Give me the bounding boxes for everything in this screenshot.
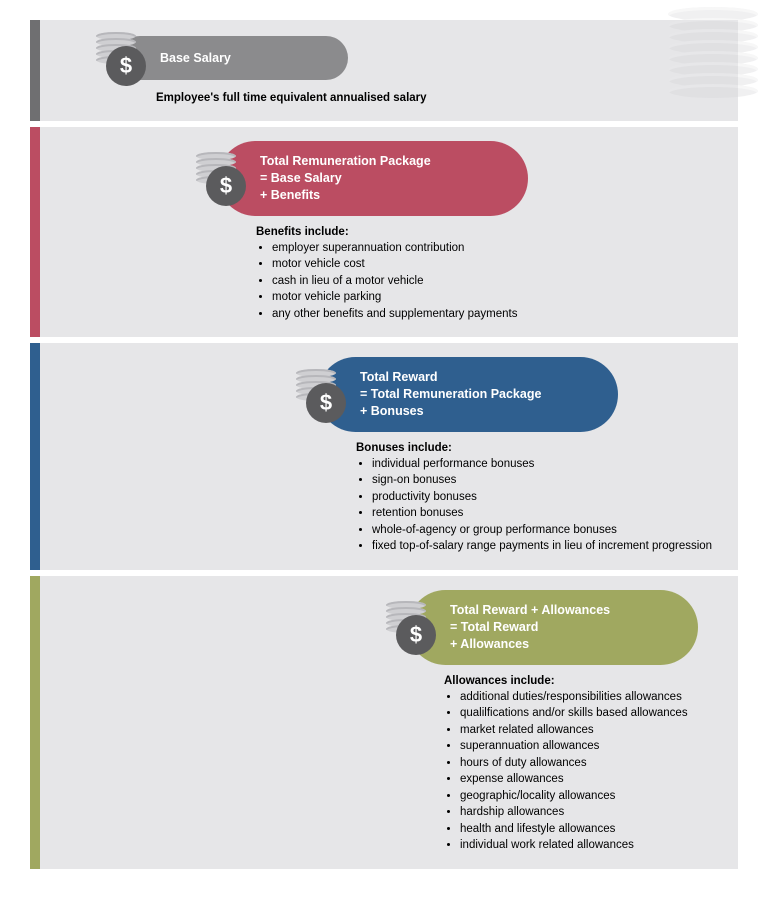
pill-row: $ Base Salary bbox=[56, 34, 722, 82]
description-base-salary: Employee's full time equivalent annualis… bbox=[156, 92, 722, 104]
bullet-item: whole-of-agency or group performance bon… bbox=[372, 523, 722, 539]
description-total-reward: Bonuses include: individual performance b… bbox=[356, 442, 722, 555]
coins-icon: $ bbox=[386, 603, 430, 651]
pill-row: $Total Reward= Total Remuneration Packag… bbox=[56, 357, 722, 432]
bullet-item: hours of duty allowances bbox=[460, 756, 722, 772]
section-total-reward-allowances: $Total Reward + Allowances= Total Reward… bbox=[30, 576, 738, 869]
bullet-item: additional duties/responsibilities allow… bbox=[460, 690, 722, 706]
bullet-item: retention bonuses bbox=[372, 506, 722, 522]
pill-line: = Total Remuneration Package bbox=[360, 386, 590, 403]
pill-total-reward: Total Reward= Total Remuneration Package… bbox=[318, 357, 618, 432]
coins-icon: $ bbox=[296, 371, 340, 419]
bullet-item: expense allowances bbox=[460, 772, 722, 788]
pill-row: $Total Reward + Allowances= Total Reward… bbox=[56, 590, 722, 665]
pill-total-remuneration: Total Remuneration Package= Base Salary+… bbox=[218, 141, 528, 216]
pill-total-reward-allowances: Total Reward + Allowances= Total Reward+… bbox=[408, 590, 698, 665]
pill-line: Base Salary bbox=[160, 50, 320, 67]
coins-icon: $ bbox=[96, 34, 140, 82]
bullet-item: individual performance bonuses bbox=[372, 457, 722, 473]
bullet-item: sign-on bonuses bbox=[372, 473, 722, 489]
bullet-item: health and lifestyle allowances bbox=[460, 822, 722, 838]
pill-line: Total Reward bbox=[360, 369, 590, 386]
pill-row: $Total Remuneration Package= Base Salary… bbox=[56, 141, 722, 216]
section-base-salary: $ Base Salary Employee's full time equival… bbox=[30, 20, 738, 121]
pill-line: = Base Salary bbox=[260, 170, 500, 187]
bullet-item: cash in lieu of a motor vehicle bbox=[272, 274, 722, 290]
pill-line: Total Remuneration Package bbox=[260, 153, 500, 170]
bullet-item: individual work related allowances bbox=[460, 838, 722, 854]
pill-base-salary: Base Salary bbox=[118, 36, 348, 80]
bullet-item: any other benefits and supplementary pay… bbox=[272, 307, 722, 323]
dollar-icon: $ bbox=[396, 615, 436, 655]
pill-line: Total Reward + Allowances bbox=[450, 602, 670, 619]
bullet-list: employer superannuation contributionmoto… bbox=[256, 241, 722, 323]
bullet-list: additional duties/responsibilities allow… bbox=[444, 690, 722, 854]
bullet-item: motor vehicle parking bbox=[272, 290, 722, 306]
bullet-item: superannuation allowances bbox=[460, 739, 722, 755]
bullet-list: individual performance bonusessign-on bo… bbox=[356, 457, 722, 555]
bullet-item: hardship allowances bbox=[460, 805, 722, 821]
bullet-item: employer superannuation contribution bbox=[272, 241, 722, 257]
bullet-item: market related allowances bbox=[460, 723, 722, 739]
section-total-reward: $Total Reward= Total Remuneration Packag… bbox=[30, 343, 738, 570]
section-total-remuneration: $Total Remuneration Package= Base Salary… bbox=[30, 127, 738, 337]
bullet-item: qualilfications and/or skills based allo… bbox=[460, 706, 722, 722]
dollar-icon: $ bbox=[106, 46, 146, 86]
description-total-reward-allowances: Allowances include: additional duties/res… bbox=[444, 675, 722, 854]
description-lead: Allowances include: bbox=[444, 675, 722, 687]
pill-line: = Total Reward bbox=[450, 619, 670, 636]
description-lead: Employee's full time equivalent annualis… bbox=[156, 92, 722, 104]
dollar-icon: $ bbox=[306, 383, 346, 423]
pill-line: + Benefits bbox=[260, 187, 500, 204]
bullet-item: productivity bonuses bbox=[372, 490, 722, 506]
coins-icon: $ bbox=[196, 154, 240, 202]
pill-line: + Allowances bbox=[450, 636, 670, 653]
bullet-item: motor vehicle cost bbox=[272, 257, 722, 273]
description-lead: Bonuses include: bbox=[356, 442, 722, 454]
bullet-item: geographic/locality allowances bbox=[460, 789, 722, 805]
bullet-item: fixed top-of-salary range payments in li… bbox=[372, 539, 722, 555]
description-total-remuneration: Benefits include: employer superannuation… bbox=[256, 226, 722, 323]
description-lead: Benefits include: bbox=[256, 226, 722, 238]
pill-line: + Bonuses bbox=[360, 403, 590, 420]
